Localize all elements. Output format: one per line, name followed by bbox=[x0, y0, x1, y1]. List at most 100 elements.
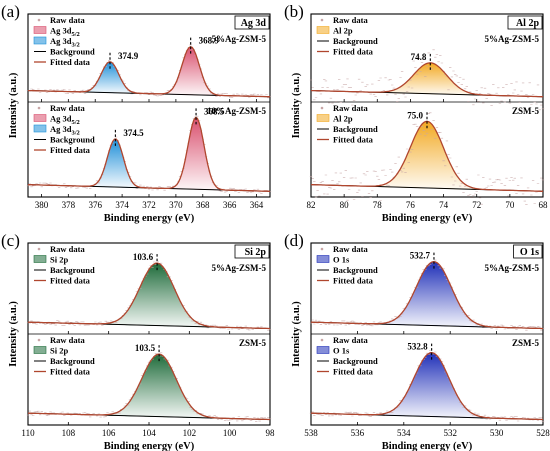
panel-label: (c) bbox=[1, 231, 20, 250]
legend-peak-symbol bbox=[33, 26, 47, 34]
legend-entry: Si 2p bbox=[50, 346, 68, 356]
legend-peak-symbol bbox=[33, 255, 47, 263]
element-label: Si 2p bbox=[245, 247, 267, 258]
peak-label: 532.8 bbox=[407, 342, 428, 352]
y-axis-label: Intensity (a.u.) bbox=[291, 301, 302, 367]
fitted-curve bbox=[28, 262, 270, 330]
legend-entry: Fitted data bbox=[333, 135, 374, 145]
legend-entry: Fitted data bbox=[333, 276, 374, 286]
peak-component bbox=[375, 120, 479, 190]
peak-label: 368.5 bbox=[204, 106, 225, 116]
legend-entry: Ag 3d3/2 bbox=[50, 124, 80, 137]
legend-peak-symbol bbox=[316, 255, 330, 263]
legend-entry: Ag 3d5/2 bbox=[50, 26, 80, 39]
panel-2: 110 108 106 104 102 100 98 Binding energy (eV) I… bbox=[1, 231, 275, 451]
legend-peak-symbol bbox=[33, 124, 47, 133]
legend-entry: Background bbox=[50, 265, 95, 275]
fitted-curve bbox=[28, 353, 270, 421]
x-tick-label: 76 bbox=[406, 200, 416, 210]
element-label: O 1s bbox=[520, 247, 539, 258]
sample-label: 5%Ag-ZSM-5 bbox=[212, 263, 267, 273]
legend-peak-symbol bbox=[316, 346, 330, 354]
plot-frame bbox=[310, 13, 544, 198]
legend-peak-symbol bbox=[33, 114, 47, 122]
x-tick-label: 376 bbox=[88, 200, 102, 210]
legend-peak-symbol bbox=[316, 114, 330, 122]
legend-entry: Fitted data bbox=[50, 276, 91, 286]
x-tick-label: 372 bbox=[142, 200, 156, 210]
legend-entry: Raw data bbox=[50, 103, 85, 113]
sample-label: 5%Ag-ZSM-5 bbox=[485, 263, 540, 273]
element-label: Al 2p bbox=[516, 18, 540, 29]
sample-label: 5%Ag-ZSM-5 bbox=[485, 34, 540, 44]
peak-component bbox=[162, 46, 219, 96]
sample-label: ZSM-5 bbox=[512, 338, 540, 348]
x-tick-label: 110 bbox=[21, 428, 35, 438]
raw-data-points bbox=[309, 49, 545, 111]
legend-entry: Fitted data bbox=[333, 47, 374, 57]
fitted-curve bbox=[28, 116, 270, 192]
x-tick-label: 82 bbox=[307, 200, 316, 210]
y-axis-label: Intensity (a.u.) bbox=[8, 301, 19, 367]
peak-label: 103.6 bbox=[133, 252, 154, 262]
x-tick-label: 368 bbox=[196, 200, 210, 210]
legend-raw-symbol bbox=[320, 247, 324, 251]
x-axis-label: Binding energy (eV) bbox=[104, 441, 195, 451]
legend-entry: Raw data bbox=[333, 244, 368, 254]
sample-label: ZSM-5 bbox=[512, 106, 540, 116]
legend-entry: Raw data bbox=[333, 103, 368, 113]
fitted-curve bbox=[28, 45, 270, 98]
y-axis-label: Intensity (a.u.) bbox=[8, 72, 19, 138]
fitted-curve bbox=[311, 62, 543, 98]
element-label: Ag 3d bbox=[241, 18, 267, 29]
panel-label: (d) bbox=[284, 231, 304, 250]
x-axis-label: Binding energy (eV) bbox=[382, 213, 473, 224]
legend-entry: Background bbox=[50, 356, 95, 366]
x-tick-label: 70 bbox=[505, 200, 515, 210]
legend-entry: Background bbox=[333, 265, 378, 275]
sample-label: 5%Ag-ZSM-5 bbox=[212, 34, 267, 44]
element-label-box bbox=[513, 244, 543, 259]
peak-component bbox=[102, 262, 212, 328]
x-tick-label: 536 bbox=[351, 428, 365, 438]
legend-entry: Background bbox=[333, 124, 378, 134]
peak-label: 74.8 bbox=[411, 52, 427, 62]
x-tick-label: 538 bbox=[304, 428, 318, 438]
x-tick-label: 102 bbox=[183, 428, 197, 438]
x-tick-label: 370 bbox=[169, 200, 183, 210]
fitted-curve bbox=[311, 261, 543, 330]
x-tick-label: 100 bbox=[223, 428, 237, 438]
element-label-box bbox=[507, 15, 543, 30]
peak-label: 374.9 bbox=[118, 51, 139, 61]
legend-raw-symbol bbox=[37, 106, 41, 110]
x-tick-label: 378 bbox=[62, 200, 76, 210]
peak-label: 368.9 bbox=[199, 36, 220, 46]
x-axis-label: Binding energy (eV) bbox=[382, 441, 473, 451]
x-tick-label: 98 bbox=[266, 428, 276, 438]
x-tick-label: 374 bbox=[115, 200, 129, 210]
peak-label: 103.5 bbox=[135, 343, 156, 353]
legend-entry: Background bbox=[333, 36, 378, 46]
panel-0: 380 378 376 374 372 370 368 366 364 Binding energ… bbox=[1, 2, 272, 224]
x-tick-label: 68 bbox=[539, 200, 549, 210]
legend-entry: Raw data bbox=[333, 15, 368, 25]
legend-entry: Background bbox=[50, 135, 95, 145]
peak-component bbox=[105, 353, 214, 419]
legend-entry: Ag 3d5/2 bbox=[50, 114, 80, 127]
panel-1: 82 80 78 76 74 72 70 68 Binding energy (eV) Inten… bbox=[284, 2, 548, 224]
legend-peak-symbol bbox=[316, 26, 330, 34]
x-tick-label: 106 bbox=[102, 428, 116, 438]
legend-peak-symbol bbox=[33, 346, 47, 354]
peak-label: 75.0 bbox=[407, 110, 423, 120]
legend-entry: Raw data bbox=[50, 335, 85, 345]
x-tick-label: 80 bbox=[340, 200, 350, 210]
legend-entry: Fitted data bbox=[50, 367, 91, 377]
legend-entry: O 1s bbox=[333, 255, 350, 265]
legend-entry: Al 2p bbox=[333, 26, 353, 36]
legend-entry: Ag 3d3/2 bbox=[50, 36, 80, 49]
panel-label: (b) bbox=[284, 2, 304, 21]
